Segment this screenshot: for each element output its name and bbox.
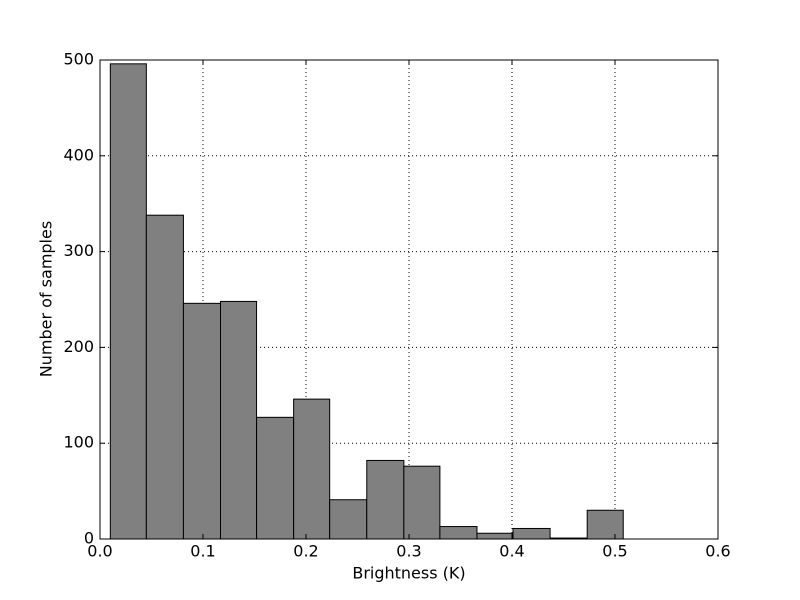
y-tick-label: 200 [63, 337, 94, 356]
bar [439, 526, 478, 540]
y-tick-label: 300 [63, 241, 94, 260]
bar [586, 509, 624, 540]
bar [145, 214, 184, 540]
y-tick-label: 0 [84, 529, 94, 548]
x-tick-label: 0.3 [396, 542, 421, 561]
y-tick-label: 400 [63, 145, 94, 164]
x-tick-label: 0.6 [705, 542, 730, 561]
x-tick-label: 0.5 [602, 542, 627, 561]
bar [366, 459, 405, 540]
bar [256, 416, 295, 540]
bar [220, 300, 258, 540]
x-tick-label: 0.4 [499, 542, 524, 561]
x-tick-label: 0.0 [87, 542, 112, 561]
bar [293, 398, 331, 540]
y-axis-label: Number of samples [37, 221, 56, 377]
y-tick-label: 100 [63, 433, 94, 452]
x-axis-label: Brightness (K) [352, 564, 465, 583]
bar [109, 63, 147, 540]
bar [512, 527, 551, 540]
y-tick-label: 500 [63, 50, 94, 69]
bar [403, 465, 441, 540]
bar [182, 302, 222, 540]
bar [476, 532, 514, 540]
bar [329, 499, 368, 540]
x-tick-label: 0.2 [293, 542, 318, 561]
x-tick-label: 0.1 [190, 542, 215, 561]
